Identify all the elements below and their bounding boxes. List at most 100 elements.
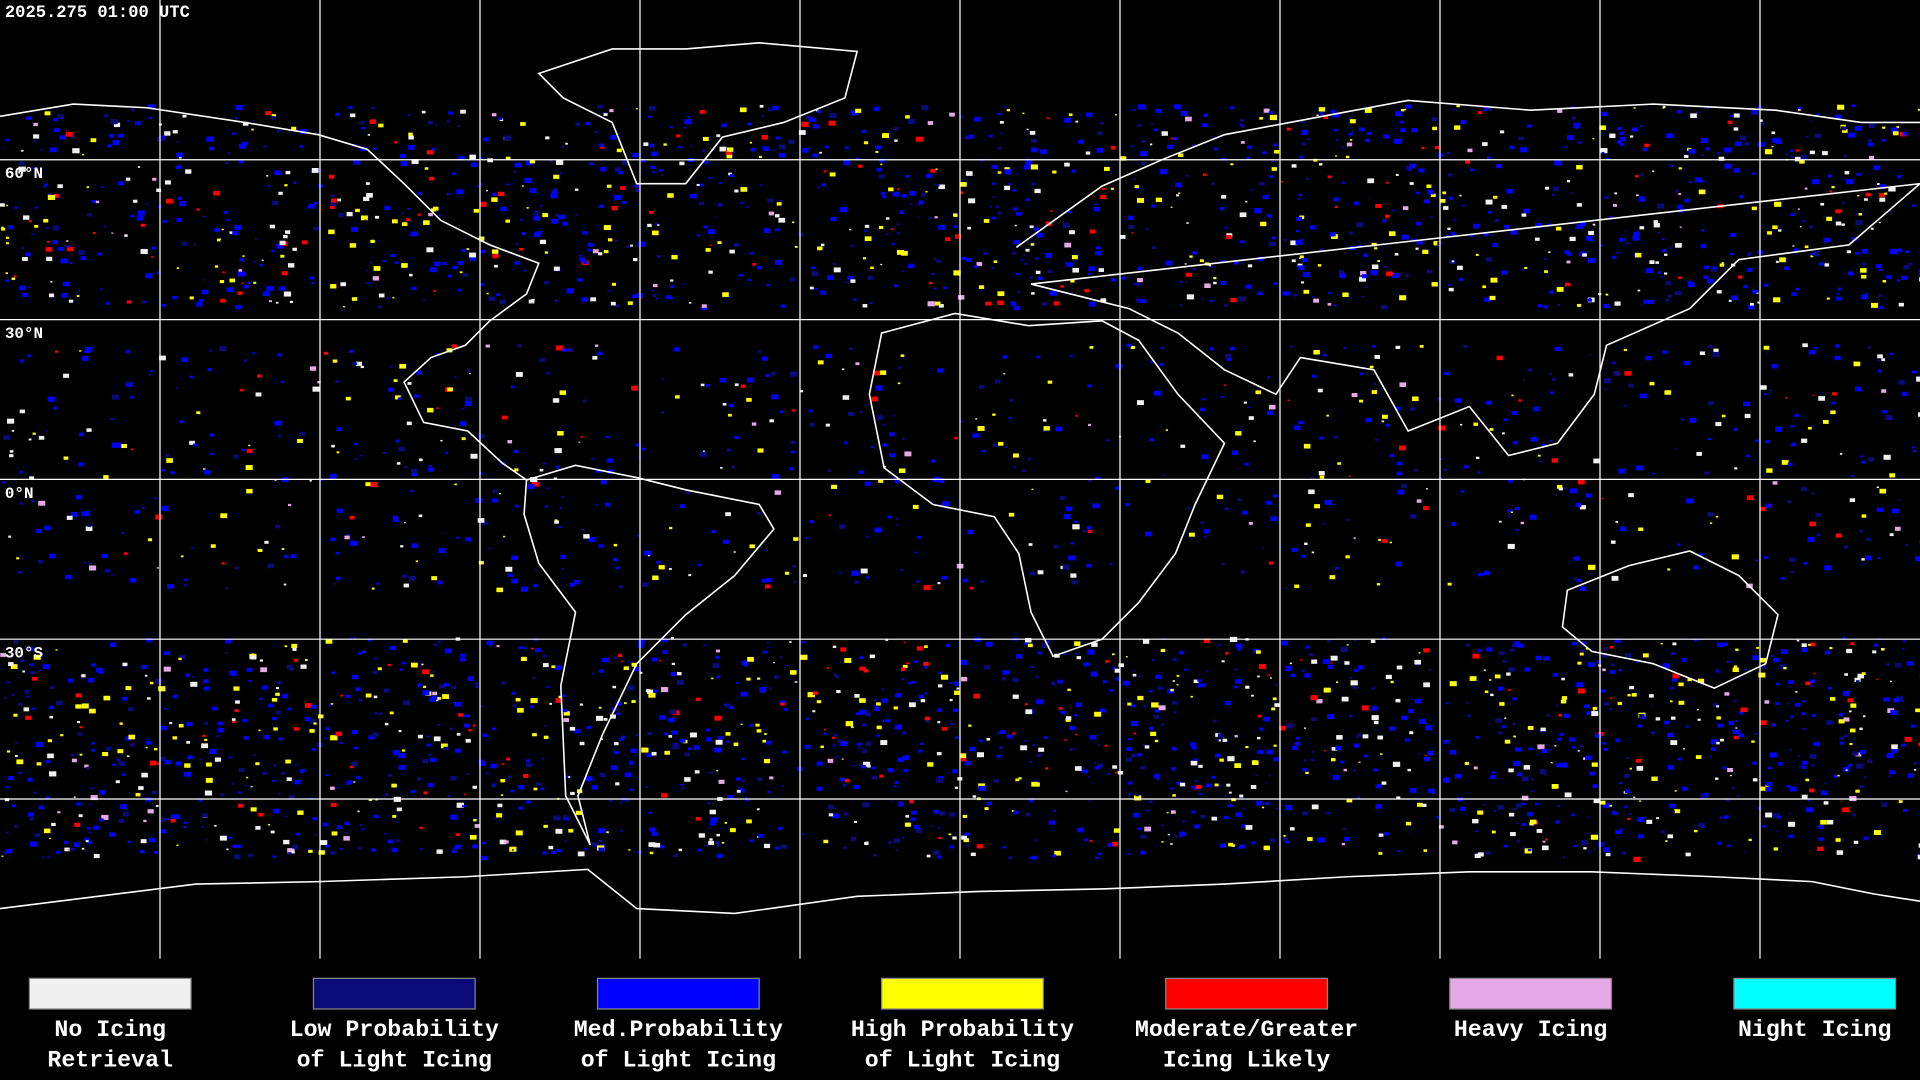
icing-speck — [1544, 270, 1548, 273]
icing-speck — [592, 356, 598, 360]
icing-speck — [1, 226, 4, 229]
icing-speck — [1063, 514, 1071, 520]
icing-speck — [1743, 668, 1747, 671]
icing-speck — [1860, 750, 1866, 755]
icing-speck — [1031, 292, 1035, 295]
icing-speck — [344, 535, 350, 540]
icing-speck — [56, 700, 63, 706]
icing-speck — [724, 703, 731, 708]
icing-speck — [746, 397, 752, 402]
icing-speck — [1322, 659, 1330, 664]
icing-speck — [288, 503, 292, 507]
icing-speck — [233, 854, 241, 860]
icing-speck — [1916, 376, 1920, 382]
icing-speck — [1490, 693, 1494, 697]
icing-speck — [1264, 802, 1269, 805]
icing-speck — [1365, 138, 1370, 142]
icing-speck — [1176, 674, 1180, 677]
icing-speck — [1111, 653, 1115, 656]
icing-speck — [986, 801, 992, 806]
icing-speck — [1751, 110, 1758, 115]
icing-speck — [1639, 800, 1642, 802]
icing-speck — [1744, 142, 1750, 146]
icing-speck — [960, 676, 968, 682]
icing-speck — [1861, 558, 1865, 561]
icing-speck — [778, 217, 786, 223]
icing-speck — [139, 850, 145, 854]
icing-speck — [466, 369, 471, 372]
icing-speck — [282, 234, 288, 239]
icing-speck — [1494, 218, 1500, 223]
icing-speck — [651, 751, 657, 756]
icing-speck — [155, 514, 163, 520]
coastline — [1015, 99, 1920, 457]
icing-speck — [1318, 248, 1324, 252]
icing-speck — [241, 282, 244, 285]
icing-speck — [336, 508, 343, 513]
icing-speck — [130, 214, 135, 218]
icing-speck — [440, 439, 443, 442]
icing-speck — [1069, 354, 1073, 357]
icing-speck — [97, 670, 104, 674]
icing-speck — [122, 773, 126, 776]
icing-speck — [1043, 419, 1047, 422]
icing-speck — [780, 702, 785, 706]
icing-speck — [1851, 237, 1857, 241]
icing-speck — [1394, 111, 1403, 117]
icing-speck — [234, 709, 239, 713]
icing-speck — [1317, 264, 1322, 267]
icing-speck — [1422, 803, 1427, 807]
icing-speck — [794, 245, 798, 248]
icing-speck — [318, 184, 324, 188]
icing-speck — [1801, 643, 1807, 648]
icing-speck — [1355, 252, 1358, 255]
icing-speck — [1150, 830, 1153, 832]
icing-speck — [263, 735, 270, 740]
icing-speck — [124, 666, 127, 668]
icing-speck — [1094, 476, 1101, 481]
icing-speck — [1265, 782, 1268, 785]
icing-speck — [1716, 290, 1722, 294]
icing-speck — [1485, 199, 1493, 205]
icing-speck — [1497, 805, 1504, 810]
icing-speck — [203, 668, 209, 672]
icing-speck — [911, 810, 917, 815]
icing-speck — [1399, 382, 1407, 388]
icing-speck — [861, 749, 867, 754]
icing-speck — [1364, 754, 1369, 758]
icing-speck — [1739, 195, 1744, 199]
icing-speck — [478, 472, 483, 475]
icing-speck — [1349, 714, 1353, 717]
icing-speck — [749, 252, 753, 255]
icing-speck — [1593, 848, 1596, 851]
icing-speck — [1234, 735, 1238, 738]
icing-speck — [1800, 486, 1807, 492]
icing-speck — [1137, 278, 1143, 283]
icing-speck — [63, 373, 70, 378]
icing-speck — [925, 191, 928, 193]
icing-speck — [1116, 677, 1121, 681]
icing-speck — [12, 804, 16, 808]
icing-speck — [1440, 198, 1446, 203]
icing-speck — [1670, 716, 1676, 720]
icing-speck — [1342, 827, 1347, 831]
icing-speck — [876, 167, 882, 172]
icing-speck — [1160, 648, 1166, 653]
icing-speck — [1423, 199, 1430, 204]
icing-speck — [1301, 129, 1309, 135]
icing-speck — [1067, 569, 1070, 571]
icing-speck — [1259, 117, 1263, 120]
icing-speck — [1371, 264, 1379, 270]
icing-speck — [173, 814, 181, 819]
icing-speck — [1549, 748, 1552, 751]
icing-speck — [410, 231, 418, 237]
icing-speck — [1815, 512, 1822, 518]
icing-speck — [181, 357, 188, 363]
icing-speck — [1557, 805, 1560, 807]
icing-speck — [740, 187, 748, 192]
icing-speck — [561, 145, 565, 149]
icing-speck — [1584, 755, 1592, 760]
icing-speck — [431, 208, 436, 212]
icing-speck — [850, 836, 857, 841]
icing-speck — [345, 396, 351, 401]
